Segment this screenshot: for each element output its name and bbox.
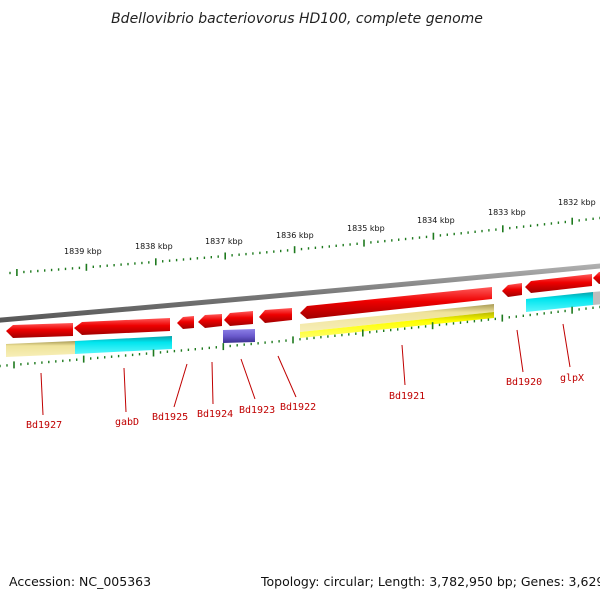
feature-band-purple-bd1923[interactable] [223, 329, 255, 343]
leader-line-bd1921 [401, 344, 406, 386]
leader-line-bd1920 [516, 329, 524, 373]
gene-arrow-bd1924[interactable] [198, 314, 222, 328]
gene-label-bd1927[interactable]: Bd1927 [26, 420, 62, 431]
gene-arrow-bd1927[interactable] [6, 323, 73, 338]
leader-line-bd1923 [240, 358, 256, 400]
gene-label-glpx[interactable]: glpX [560, 373, 584, 384]
leader-line-bd1924 [211, 361, 214, 405]
feature-band-cyan-glpx[interactable] [526, 292, 593, 312]
gene-label-bd1922[interactable]: Bd1922 [280, 402, 316, 413]
map-title: Bdellovibrio bacteriovorus HD100, comple… [111, 11, 483, 27]
leader-line-bd1927 [40, 372, 44, 416]
feature-band-yellow-bd1921[interactable] [300, 312, 494, 338]
genome-backbone-ring [0, 263, 600, 323]
gene-arrow-gabd[interactable] [74, 318, 170, 335]
gene-label-bd1920[interactable]: Bd1920 [506, 377, 542, 388]
leader-line-gabd [123, 367, 127, 413]
leader-line-bd1925 [173, 363, 188, 408]
gene-arrow-bd1922[interactable] [259, 308, 292, 323]
feature-band-gray-edge[interactable] [593, 291, 600, 305]
kbp-label-1837: 1837 kbp [205, 237, 243, 246]
gene-label-bd1923[interactable]: Bd1923 [239, 405, 275, 416]
gene-label-bd1924[interactable]: Bd1924 [197, 409, 233, 420]
gene-arrow-bd1925[interactable] [177, 316, 194, 329]
kbp-label-1839: 1839 kbp [64, 247, 102, 256]
kbp-label-1836: 1836 kbp [276, 231, 314, 240]
gene-arrow-bd1921[interactable] [300, 287, 492, 319]
kbp-label-1838: 1838 kbp [135, 242, 173, 251]
label-leader-lines [40, 323, 571, 416]
leader-line-bd1922 [277, 355, 297, 398]
gene-arrow-glpx[interactable] [525, 274, 592, 293]
kbp-label-1835: 1835 kbp [347, 224, 385, 233]
accession-text: Accession: NC_005363 [9, 574, 151, 589]
gene-arrow-edge[interactable] [593, 271, 600, 284]
feature-band-khaki-left[interactable] [6, 341, 75, 357]
feature-bands [6, 291, 600, 357]
inner-scale-ticks [0, 305, 600, 369]
feature-band-khaki-bd1921[interactable] [300, 304, 494, 332]
forward-strand-genes [6, 271, 600, 338]
gene-label-bd1921[interactable]: Bd1921 [389, 391, 425, 402]
leader-line-glpx [562, 323, 571, 368]
gene-label-gabd[interactable]: gabD [115, 417, 139, 428]
kbp-label-1832: 1832 kbp [558, 198, 596, 207]
outer-scale-ticks [9, 216, 600, 276]
gene-arrow-bd1920[interactable] [502, 283, 522, 297]
kbp-scale-labels: 1839 kbp 1838 kbp 1837 kbp 1836 kbp 1835… [64, 198, 596, 256]
topology-text: Topology: circular; Length: 3,782,950 bp… [260, 574, 600, 589]
feature-band-cyan-gabd[interactable] [75, 336, 172, 354]
gene-arrow-bd1923[interactable] [224, 311, 253, 326]
kbp-label-1833: 1833 kbp [488, 208, 526, 217]
gene-label-bd1925[interactable]: Bd1925 [152, 412, 188, 423]
kbp-label-1834: 1834 kbp [417, 216, 455, 225]
gene-labels: Bd1927 gabD Bd1925 Bd1924 Bd1923 Bd1922 … [26, 373, 584, 431]
